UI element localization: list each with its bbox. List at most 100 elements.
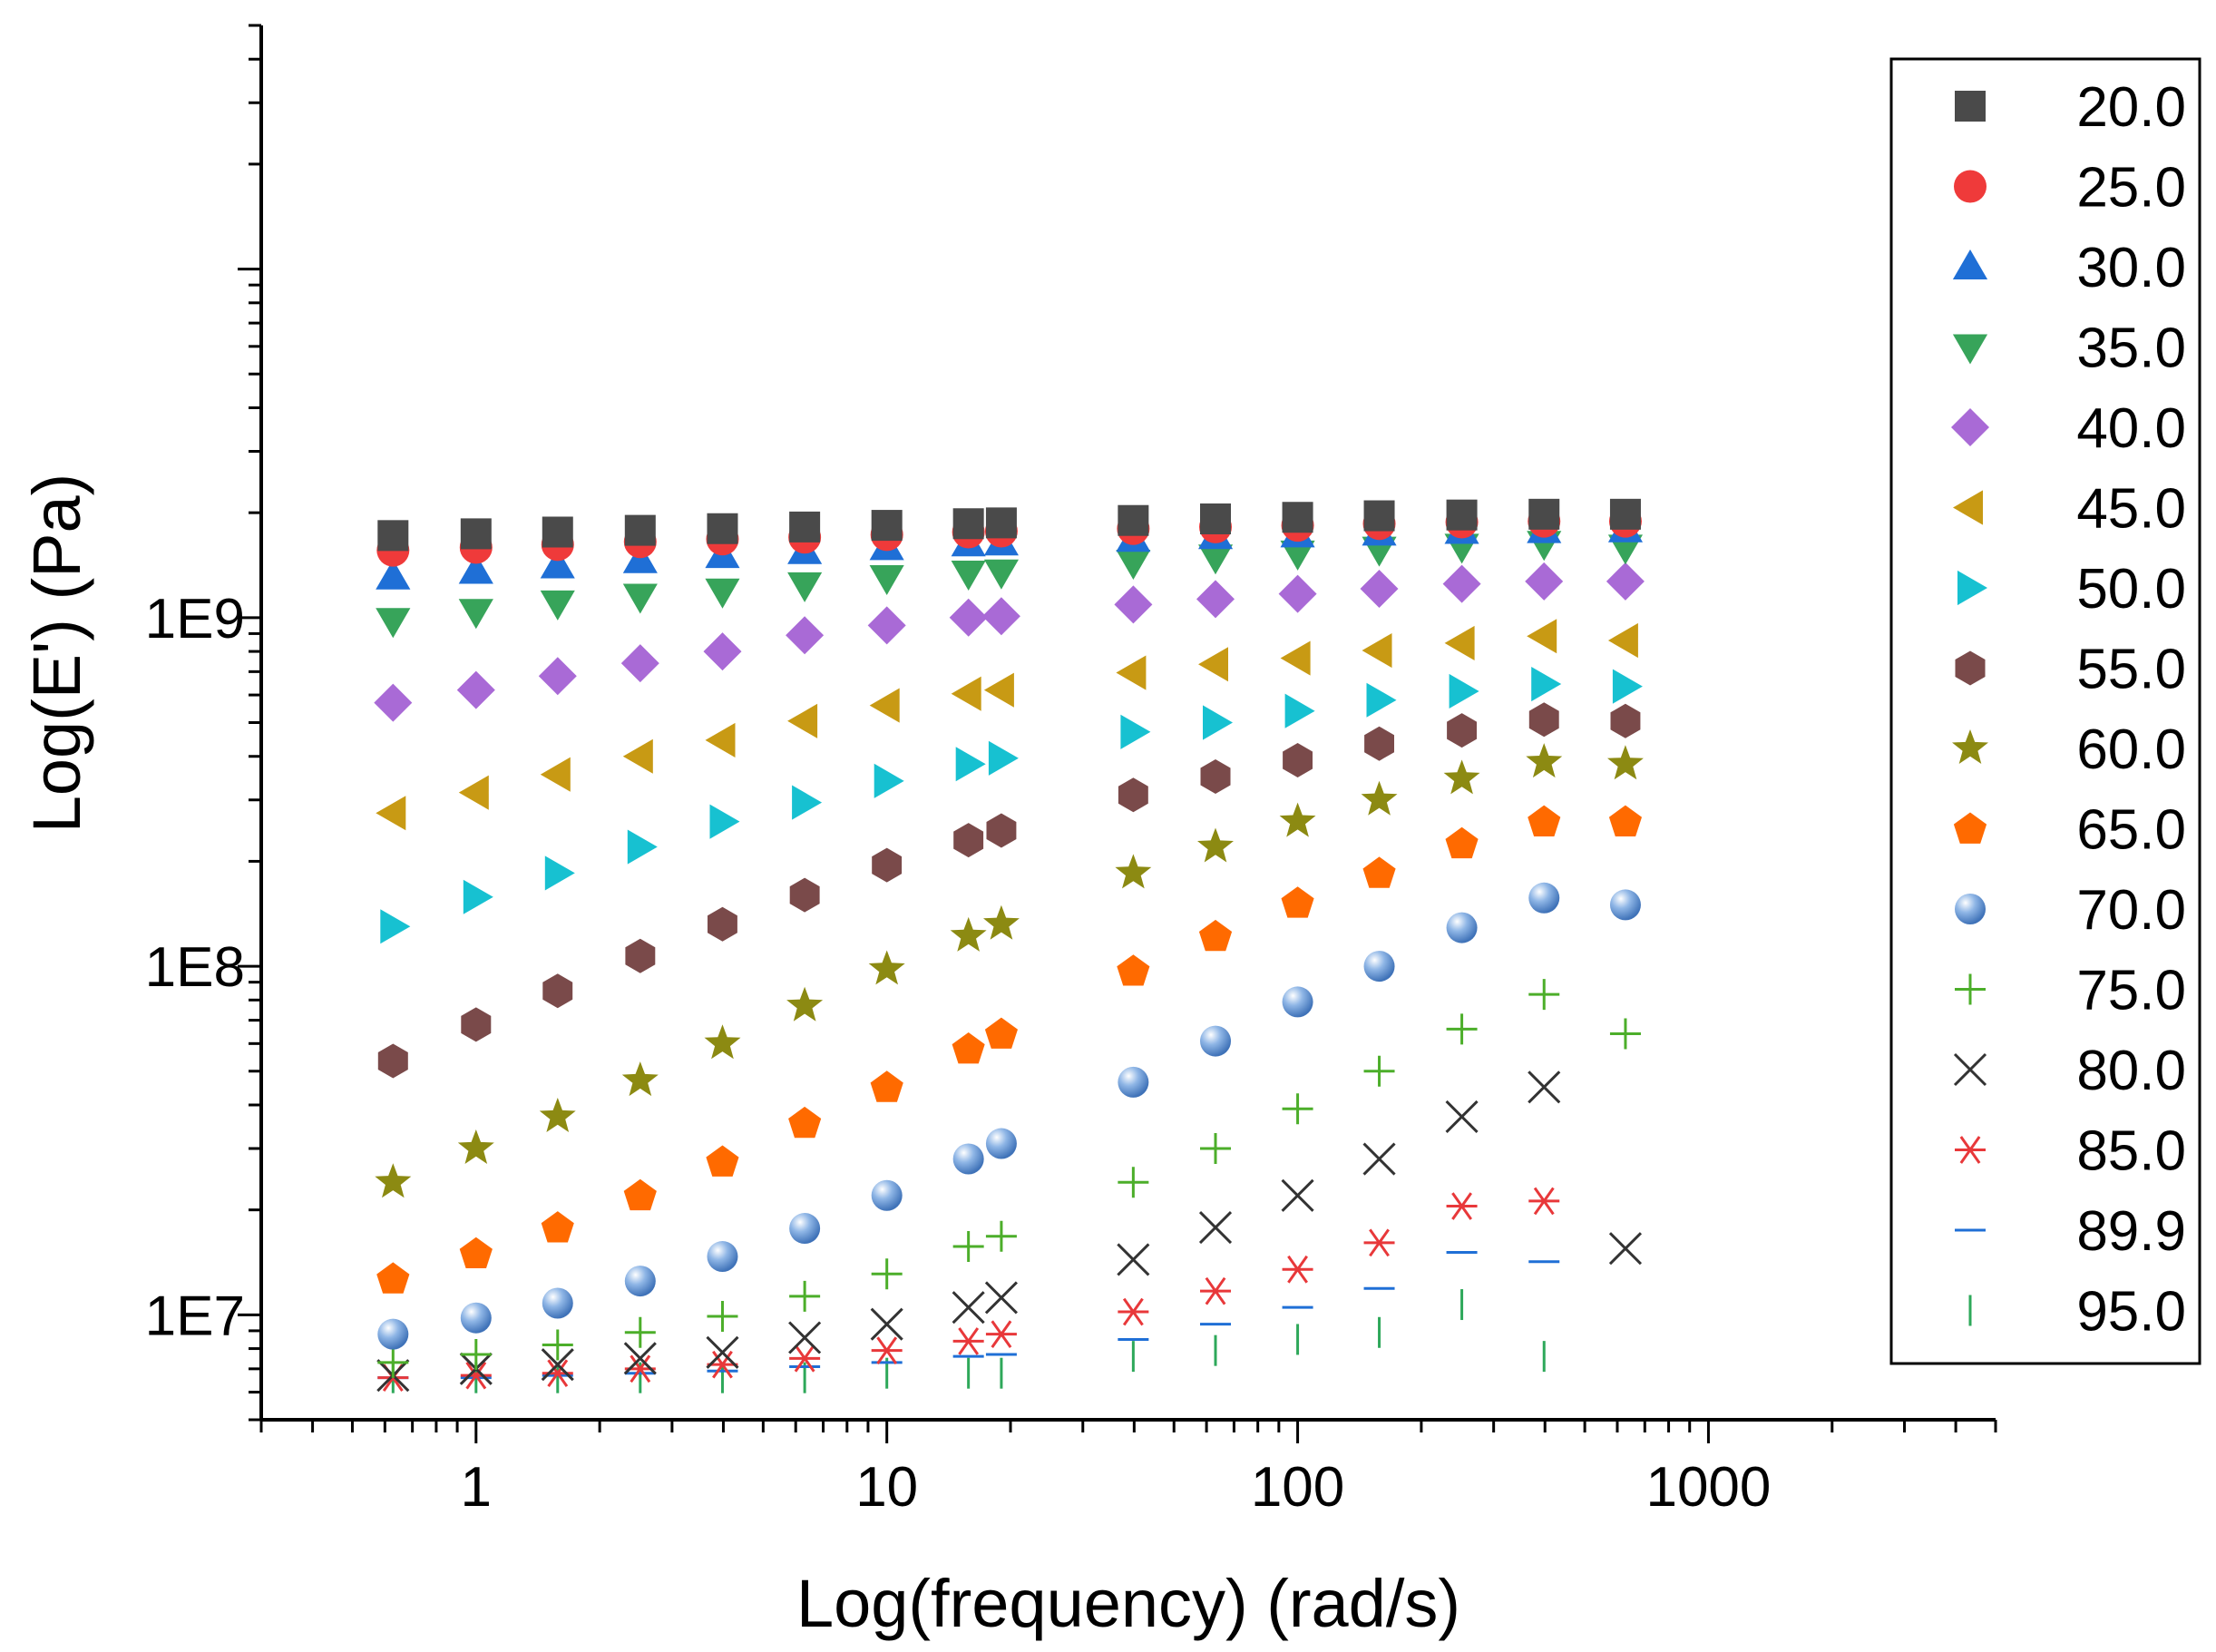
data-point	[1200, 1276, 1231, 1305]
data-point	[871, 1258, 903, 1290]
legend-label: 40.0	[2076, 397, 2186, 460]
data-point	[1526, 743, 1563, 778]
data-point	[950, 916, 987, 952]
data-point	[1363, 951, 1395, 982]
data-point	[1446, 499, 1478, 531]
data-point	[1363, 1228, 1395, 1257]
legend-label: 65.0	[2076, 799, 2186, 862]
data-point	[708, 906, 737, 942]
legend-marker	[1951, 408, 1989, 446]
data-point	[789, 511, 821, 543]
data-point	[1198, 919, 1233, 952]
data-point	[540, 590, 575, 621]
x-axis-ticks	[259, 1420, 1997, 1443]
data-point	[788, 1321, 822, 1354]
data-point	[1612, 669, 1643, 704]
data-point	[375, 1163, 412, 1198]
data-point	[1609, 1018, 1641, 1050]
data-point	[1361, 780, 1398, 816]
x-axis-title: Log(frequency) (rad/s)	[796, 1566, 1460, 1641]
data-point	[377, 1043, 408, 1079]
data-point	[1528, 1070, 1561, 1104]
y-axis-ticks	[238, 24, 261, 1422]
data-point	[1608, 1232, 1643, 1266]
data-point	[621, 1061, 659, 1097]
data-point	[1362, 1142, 1396, 1176]
y-axis-title: Log(E') (Pa)	[19, 474, 94, 834]
data-point	[869, 565, 904, 595]
data-point	[458, 775, 489, 810]
data-point	[868, 950, 905, 985]
data-point	[984, 1281, 1018, 1315]
data-point	[952, 1231, 984, 1263]
data-point	[1282, 986, 1313, 1018]
legend-label: 35.0	[2076, 318, 2186, 380]
series-55-0	[377, 702, 1641, 1079]
data-point	[787, 572, 823, 602]
data-point	[376, 1262, 410, 1294]
data-point	[622, 738, 653, 774]
data-point	[377, 520, 409, 552]
data-point	[787, 703, 818, 738]
data-point	[786, 986, 824, 1022]
data-point	[1198, 1211, 1233, 1245]
data-point	[953, 823, 984, 858]
data-point	[1279, 802, 1316, 837]
data-point	[544, 855, 575, 891]
data-point	[871, 510, 903, 542]
data-point	[704, 1024, 741, 1060]
data-point	[622, 583, 658, 614]
data-point	[1284, 693, 1315, 728]
data-point	[705, 722, 736, 758]
data-point	[1117, 954, 1150, 986]
data-point	[1118, 1297, 1149, 1326]
data-point	[376, 559, 411, 590]
data-point	[985, 1220, 1017, 1252]
data-point	[1198, 647, 1228, 682]
data-point	[952, 1143, 984, 1175]
data-point	[1282, 1255, 1313, 1284]
data-point	[1197, 827, 1234, 863]
data-point	[1118, 1066, 1149, 1098]
legend-label: 50.0	[2076, 558, 2186, 621]
data-point	[1607, 745, 1644, 780]
data-point	[1528, 1187, 1560, 1216]
data-point	[951, 561, 986, 591]
data-point	[707, 1301, 738, 1333]
legend-marker	[1955, 1136, 1986, 1164]
data-point	[624, 514, 656, 546]
data-point	[792, 785, 823, 820]
data-point	[1442, 564, 1481, 603]
data-point	[955, 747, 986, 782]
data-point	[952, 1032, 985, 1064]
legend-label: 89.9	[2076, 1200, 2186, 1263]
data-point	[377, 1318, 409, 1350]
data-point	[461, 1007, 492, 1042]
data-point	[542, 1287, 573, 1319]
data-point	[1281, 1178, 1314, 1212]
legend-marker	[1955, 650, 1986, 686]
series-50-0	[380, 667, 1643, 944]
legend-label: 80.0	[2076, 1040, 2186, 1102]
x-axis-tick-labels: 1 10 100 1000	[461, 1456, 1772, 1519]
data-point	[1446, 1192, 1478, 1220]
data-point	[988, 740, 1019, 776]
data-point	[707, 1241, 738, 1273]
data-point	[872, 847, 903, 883]
series-85-0	[377, 1187, 1560, 1392]
data-point	[1200, 1025, 1232, 1057]
data-point	[624, 1316, 656, 1348]
data-point	[951, 676, 981, 711]
data-markers	[374, 498, 1645, 1393]
data-point	[1608, 805, 1642, 836]
data-point	[1116, 550, 1151, 580]
data-point	[542, 1329, 573, 1361]
data-point	[788, 1106, 822, 1139]
data-point	[786, 616, 825, 655]
data-point	[1445, 1100, 1479, 1134]
data-point	[542, 973, 573, 1009]
x-tick-label: 1	[461, 1456, 492, 1519]
data-point	[456, 670, 495, 709]
legend-marker	[1952, 729, 1988, 764]
data-point	[460, 1302, 492, 1334]
